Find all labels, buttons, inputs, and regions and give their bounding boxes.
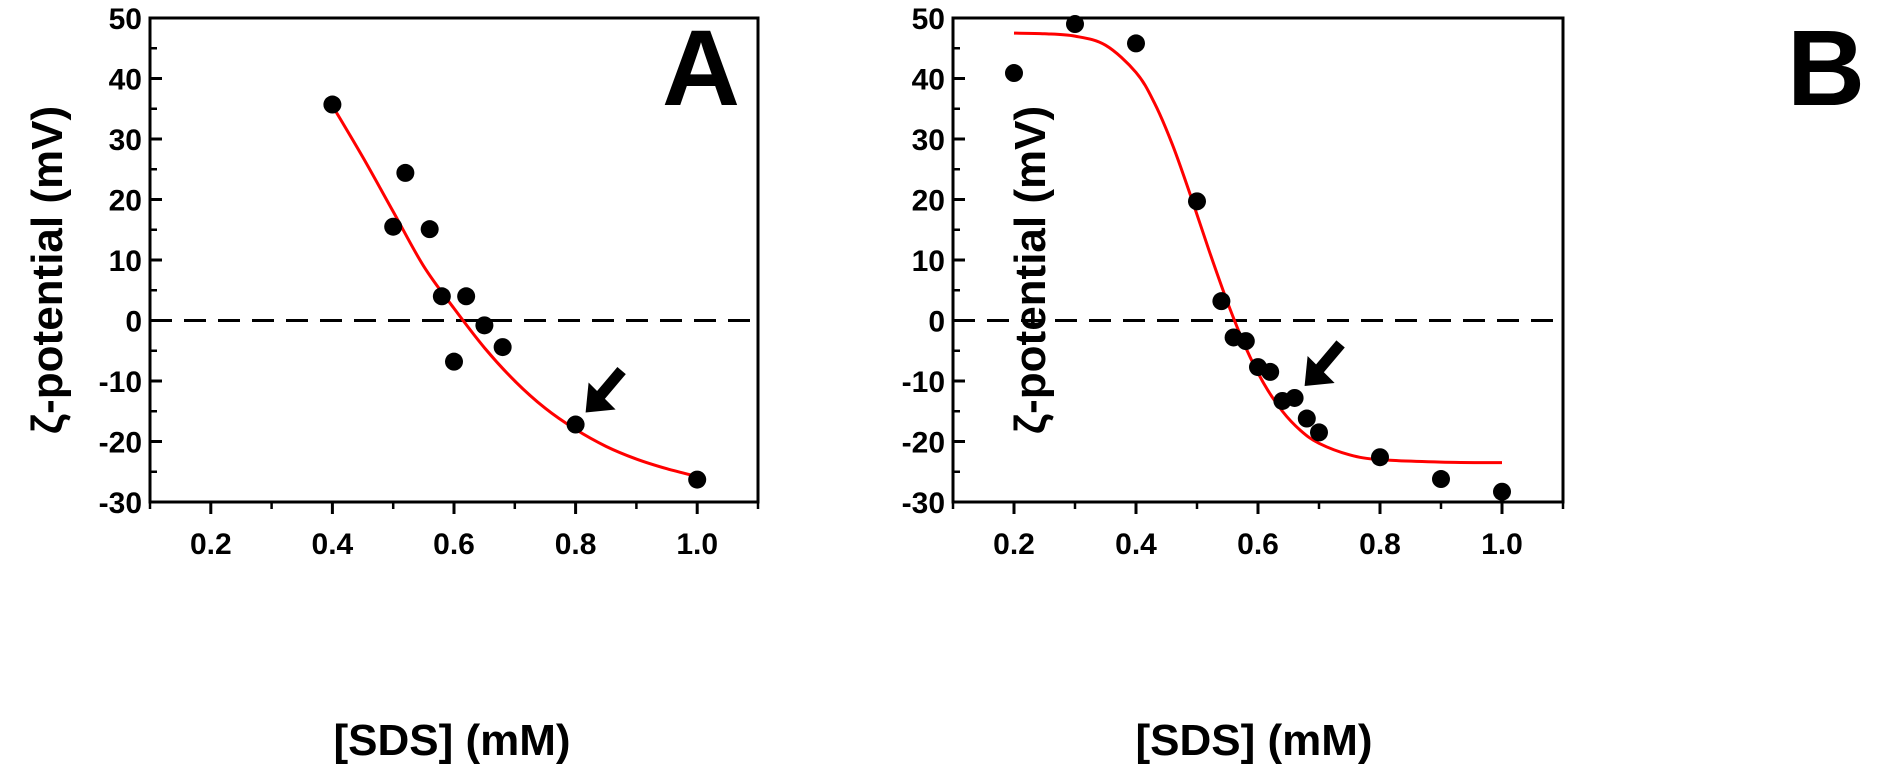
panel-a-data-point: [475, 316, 494, 335]
panel-b-data-point: [1127, 34, 1145, 53]
panel-b-label: B: [1787, 7, 1865, 128]
panel-b-fit-curve: [1013, 31, 1503, 465]
panel-b-y-tick-label: 30: [912, 124, 945, 157]
panel-a-y-ticks: 50 40 30 20 10 0 -10 -20 -30: [99, 3, 162, 520]
panel-a-data-point: [323, 95, 342, 114]
panel-b-y-tick-label: 0: [928, 306, 945, 339]
panel-a-y-tick-label: -30: [99, 487, 142, 520]
panel-b-data-points: [1005, 15, 1511, 501]
panel-a-chart: 50 40 30 20 10 0 -10 -20 -30 0.2 0.4 0.6 0.8 1.0 A […: [23, 3, 760, 765]
panel-b-x-tick-label: 0.2: [993, 528, 1035, 561]
panel-b-data-point: [1261, 362, 1280, 381]
panel-b-y-tick-label: 10: [912, 245, 945, 278]
panel-b-data-point: [1188, 192, 1206, 211]
panel-b-y-tick-label: 20: [912, 185, 945, 218]
panel-a-data-point: [457, 287, 476, 306]
panel-b-y-tick-label: 40: [912, 64, 945, 97]
panel-b-x-tick-label: 0.4: [1115, 528, 1157, 561]
panel-a-y-tick-label: 0: [125, 306, 142, 339]
panel-a-data-point: [384, 217, 403, 236]
panel-a-y-axis-title: ζ-potential (mV): [23, 106, 72, 434]
panel-a-x-axis-title: [SDS] (mM): [333, 716, 570, 765]
panel-b-data-point: [1236, 332, 1255, 351]
panel-b-y-tick-label: -10: [902, 366, 945, 399]
panel-a-x-tick-label: 0.6: [433, 528, 475, 561]
panel-a-y-tick-label: 10: [109, 245, 142, 278]
panel-b-chart: 50 40 30 20 10 0 -10 -20 -30 0.2 0.4 0.6 0.8 1.0 B […: [902, 3, 1865, 765]
panel-a-arrow-head: [585, 382, 616, 413]
panel-b-y-axis-title: ζ-potential (mV): [1006, 106, 1055, 434]
panel-b-y-tick-label: -30: [902, 487, 945, 520]
panel-a-y-tick-label: 50: [109, 3, 142, 36]
panel-a-arrow-shaft: [595, 367, 626, 401]
panel-b-data-point: [1493, 482, 1511, 501]
panel-a-fit-line: [331, 104, 698, 479]
panel-a-y-tick-label: -10: [99, 366, 142, 399]
panel-a-label: A: [662, 7, 740, 128]
panel-a-arrow: [585, 367, 626, 413]
panel-b-x-ticks: 0.2 0.4 0.6 0.8 1.0: [951, 502, 1565, 561]
panel-b-x-axis-title: [SDS] (mM): [1135, 716, 1372, 765]
panel-a-x-tick-label: 0.8: [555, 528, 597, 561]
panel-a-data-point: [688, 470, 707, 489]
panel-b-x-tick-label: 0.8: [1359, 528, 1401, 561]
panel-b-arrow-shaft: [1314, 340, 1345, 374]
panel-b-arrow-head: [1304, 355, 1335, 386]
panel-b-fit-line: [1013, 31, 1503, 465]
panel-b-arrow: [1304, 340, 1345, 386]
panel-a-y-tick-label: 30: [109, 124, 142, 157]
panel-a-y-tick-label: -20: [99, 427, 142, 460]
panel-b-data-point: [1297, 409, 1316, 428]
panel-a-data-point: [445, 352, 463, 371]
panel-b-data-point: [1310, 423, 1328, 442]
panel-b-data-point: [1432, 470, 1450, 489]
panel-a-y-tick-label: 20: [109, 185, 142, 218]
panel-a-data-point: [566, 415, 585, 434]
panel-a-x-tick-label: 0.4: [312, 528, 354, 561]
panel-a-data-points: [323, 95, 707, 489]
panel-b-data-point: [1371, 448, 1389, 467]
panel-a-x-ticks: 0.2 0.4 0.6 0.8 1.0: [148, 502, 760, 561]
panel-b-y-ticks: 50 40 30 20 10 0 -10 -20 -30: [902, 3, 965, 520]
panel-a-data-point: [493, 338, 512, 357]
panel-a-data-point: [420, 220, 439, 239]
panel-b-data-point: [1285, 388, 1304, 407]
panel-b-y-tick-label: 50: [912, 3, 945, 36]
panel-a-x-tick-label: 0.2: [190, 528, 232, 561]
panel-a-data-point: [396, 163, 415, 182]
panel-a-x-tick-label: 1.0: [676, 528, 718, 561]
panel-a-data-point: [432, 287, 451, 306]
panel-b-x-tick-label: 0.6: [1237, 528, 1279, 561]
panel-b-x-tick-label: 1.0: [1481, 528, 1523, 561]
panel-a-y-tick-label: 40: [109, 64, 142, 97]
panel-b-data-point: [1212, 292, 1231, 311]
panel-a-fit-curve: [331, 104, 698, 479]
panel-b-data-point: [1005, 64, 1023, 83]
panel-b-y-tick-label: -20: [902, 427, 945, 460]
panel-b-data-point: [1066, 15, 1084, 34]
